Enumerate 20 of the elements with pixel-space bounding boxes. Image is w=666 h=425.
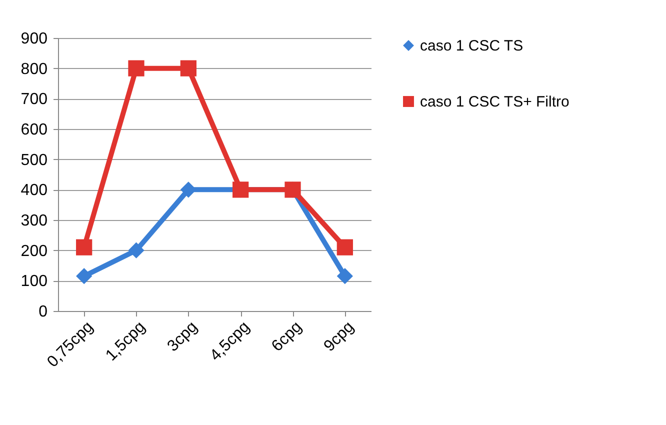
point	[128, 242, 144, 258]
y-tick-label: 300	[20, 212, 48, 230]
y-tick-label: 200	[20, 242, 48, 260]
y-tick-label: 100	[20, 273, 48, 290]
y-tick-label: 600	[20, 122, 48, 138]
y-tick-label: 400	[20, 182, 48, 200]
point	[180, 182, 196, 198]
y-tick-label: 500	[20, 152, 48, 169]
y-tick-label: 800	[20, 60, 48, 78]
point	[336, 268, 353, 284]
point	[336, 239, 353, 256]
y-tick-label: 0	[38, 304, 48, 320]
legend-label: caso 1 CSC TS+ Filtro	[420, 94, 570, 110]
y-tick-label: 900	[20, 30, 48, 48]
point	[128, 60, 144, 76]
point	[76, 239, 92, 256]
legend-label: caso 1 CSC TS	[420, 38, 524, 54]
point	[180, 60, 196, 76]
point	[76, 268, 92, 284]
y-tick-label: 700	[20, 91, 48, 108]
